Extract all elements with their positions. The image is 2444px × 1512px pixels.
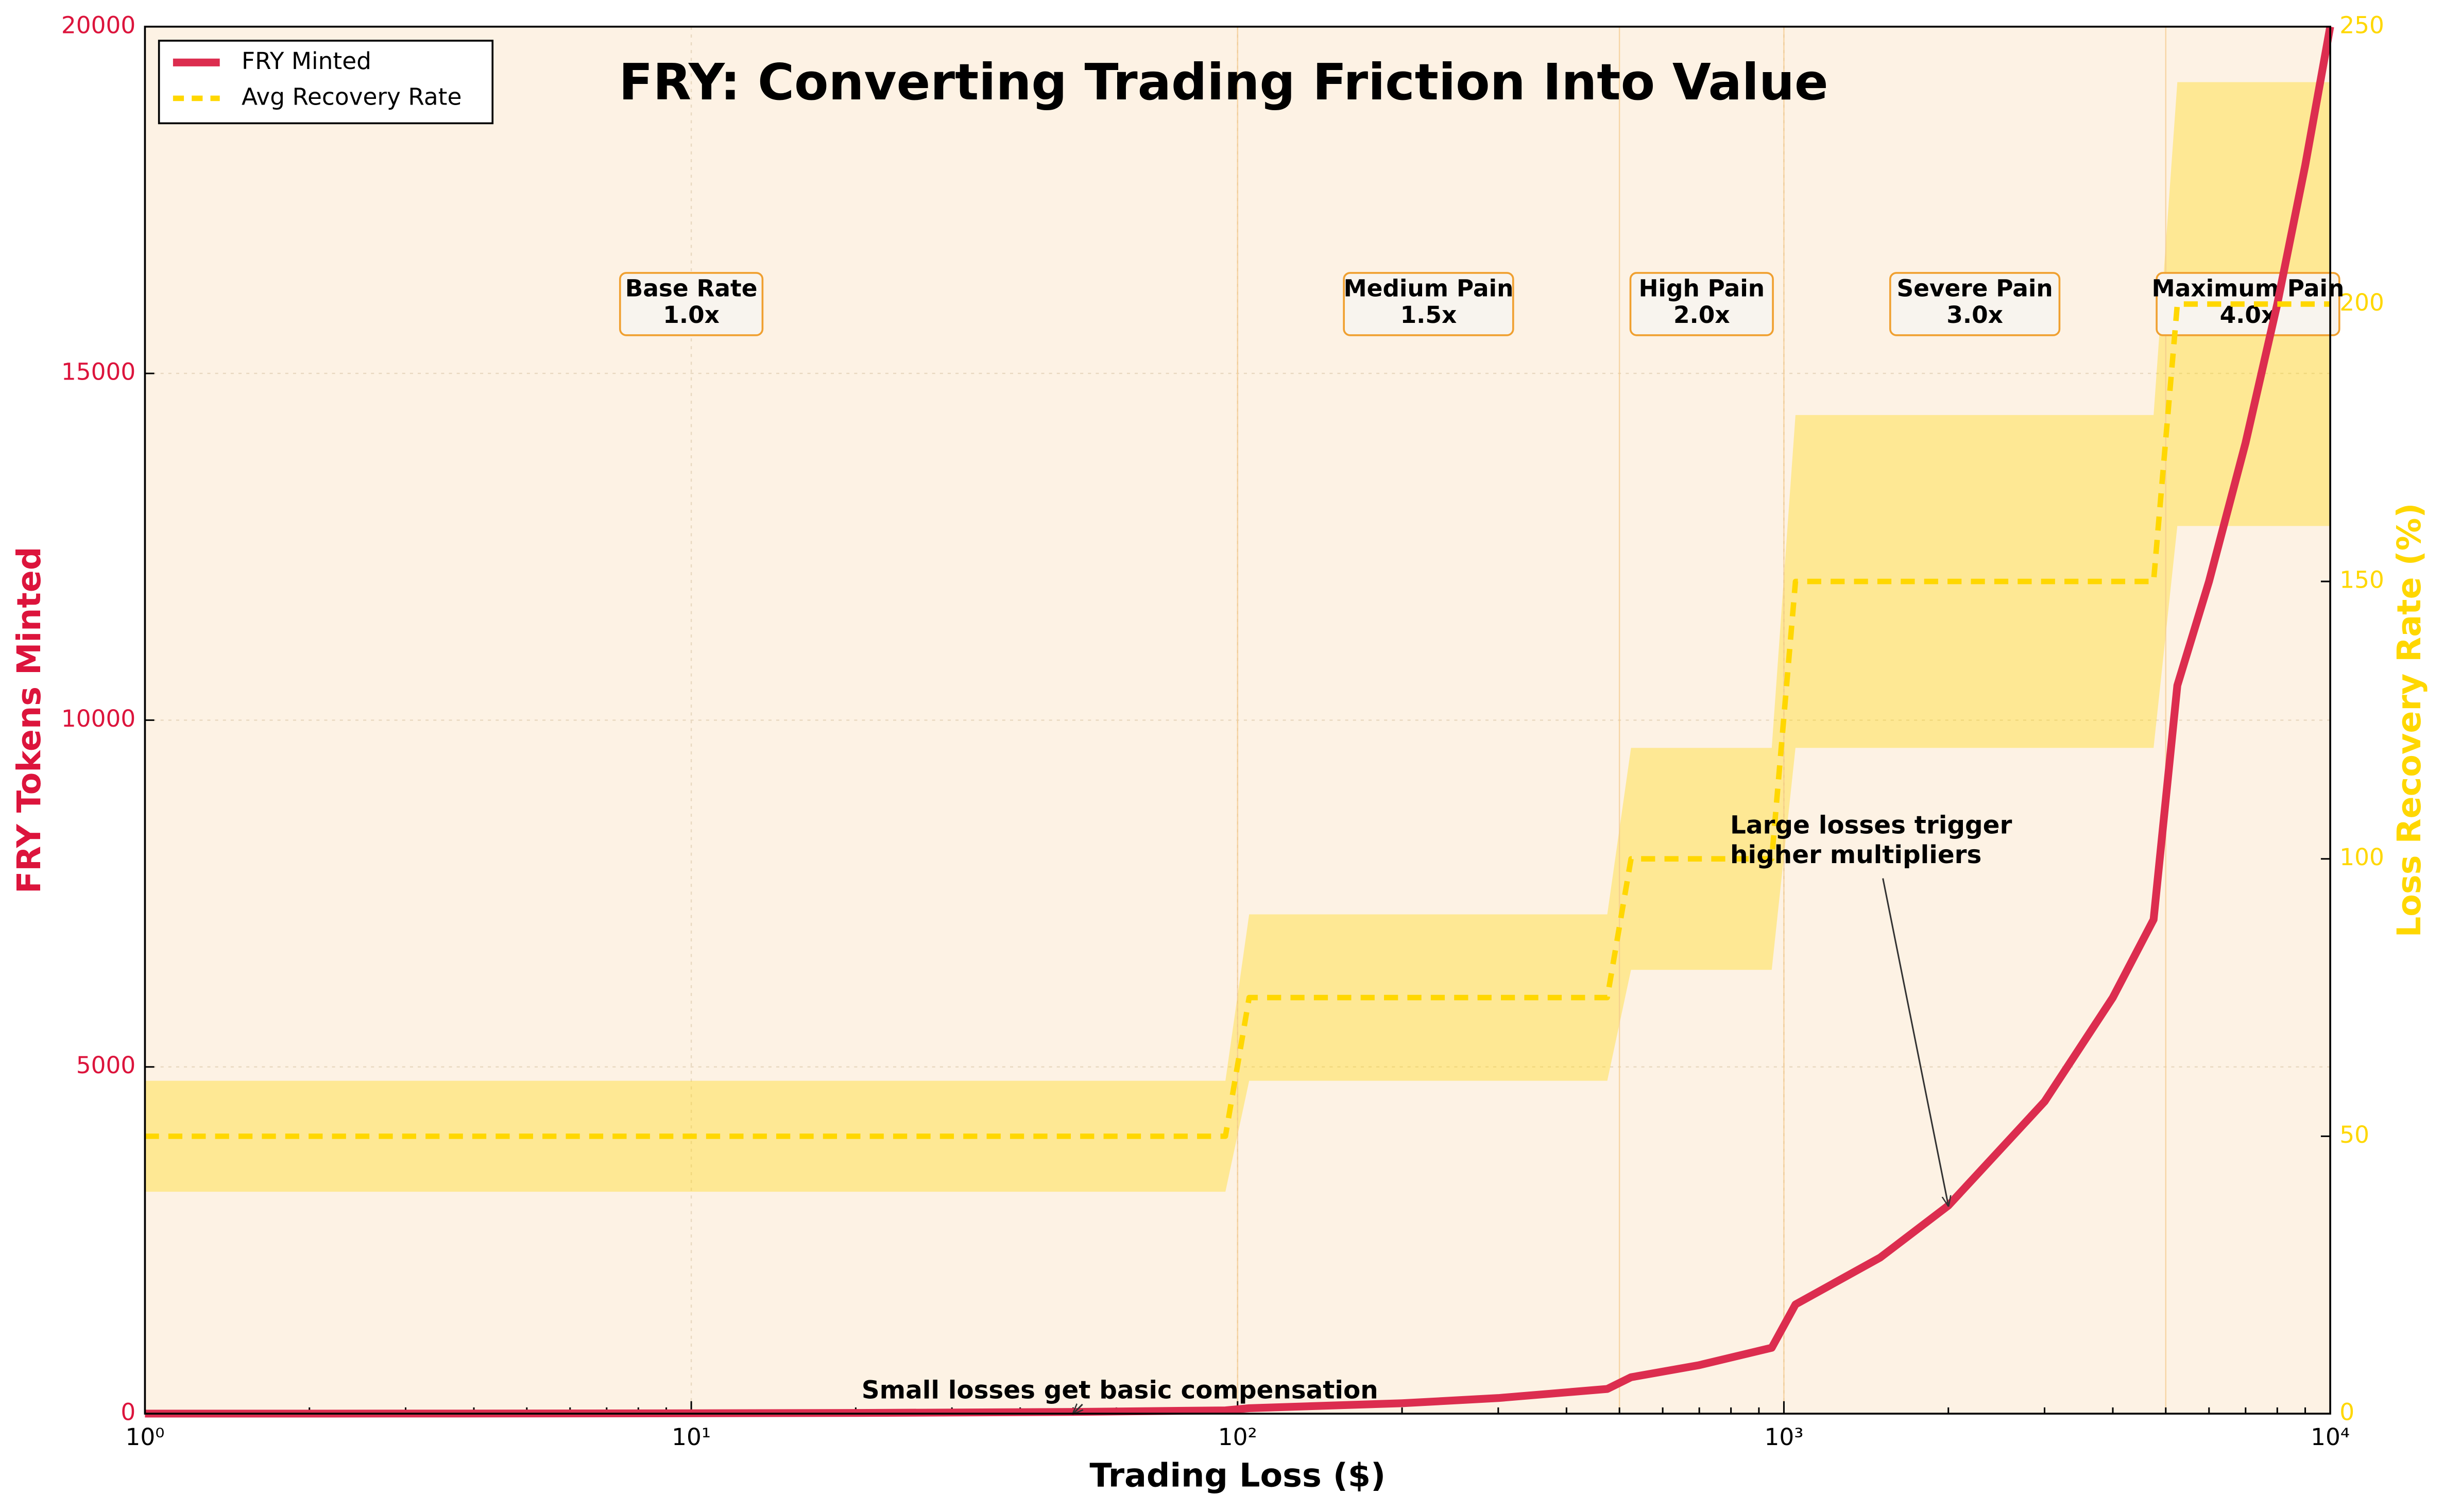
x-tick-label: 10³	[1764, 1423, 1803, 1451]
zone-label: 1.0x	[663, 301, 720, 329]
zone-label: High Pain	[1638, 275, 1765, 302]
zone-label-box	[1629, 272, 1774, 336]
zone-label: 1.5x	[1400, 301, 1457, 329]
chart-title: FRY: Converting Trading Friction Into Va…	[619, 53, 1828, 111]
zone-label: 2.0x	[1673, 301, 1730, 329]
y-tick-label: 15000	[61, 358, 135, 386]
zone-label-box	[2156, 272, 2340, 336]
y2-tick-label: 100	[2339, 844, 2384, 871]
annotation-text: higher multipliers	[1730, 840, 1981, 869]
zone-label: Severe Pain	[1896, 275, 2053, 302]
zone-label: 3.0x	[1946, 301, 2003, 329]
y-tick-label: 20000	[61, 11, 135, 39]
zone-label-box	[1889, 272, 2061, 336]
recovery-rate-line	[145, 301, 2331, 1139]
y2-tick-label: 250	[2339, 11, 2384, 39]
plot-frame	[144, 25, 2331, 1415]
zone-label-box	[1343, 272, 1514, 336]
x-tick-label: 10⁰	[125, 1423, 164, 1451]
legend-label: Avg Recovery Rate	[242, 83, 462, 110]
annotation-arrow	[1882, 878, 1949, 1206]
annotation-text: Large losses trigger	[1730, 811, 2012, 840]
y2-tick-label: 50	[2339, 1121, 2369, 1148]
y2-tick-label: 200	[2339, 289, 2384, 316]
y2-tick-label: 0	[2339, 1399, 2354, 1426]
zone-label: Base Rate	[625, 275, 758, 302]
legend-box	[158, 40, 494, 125]
x-tick-label: 10²	[1218, 1423, 1257, 1451]
x-tick-label: 10⁴	[2311, 1423, 2350, 1451]
legend-label: FRY Minted	[242, 47, 371, 75]
zone-label-box	[619, 272, 764, 336]
y-tick-label: 0	[121, 1399, 135, 1426]
zone-label: Medium Pain	[1344, 275, 1514, 302]
annotation-arrow	[1073, 1404, 1082, 1414]
x-tick-label: 10¹	[672, 1423, 711, 1451]
y2-tick-label: 150	[2339, 566, 2384, 594]
annotation-text: Small losses get basic compensation	[862, 1376, 1378, 1405]
recovery-band	[145, 82, 2331, 1192]
x-axis-label: Trading Loss ($)	[1089, 1456, 1386, 1494]
y-axis-label: FRY Tokens Minted	[10, 547, 48, 894]
zone-label: Maximum Pain	[2152, 275, 2345, 302]
y-tick-label: 5000	[76, 1052, 135, 1079]
y2-axis-label: Loss Recovery Rate (%)	[2390, 503, 2428, 938]
y-tick-label: 10000	[61, 705, 135, 732]
legend: FRY Minted Avg Recovery Rate	[158, 40, 494, 125]
